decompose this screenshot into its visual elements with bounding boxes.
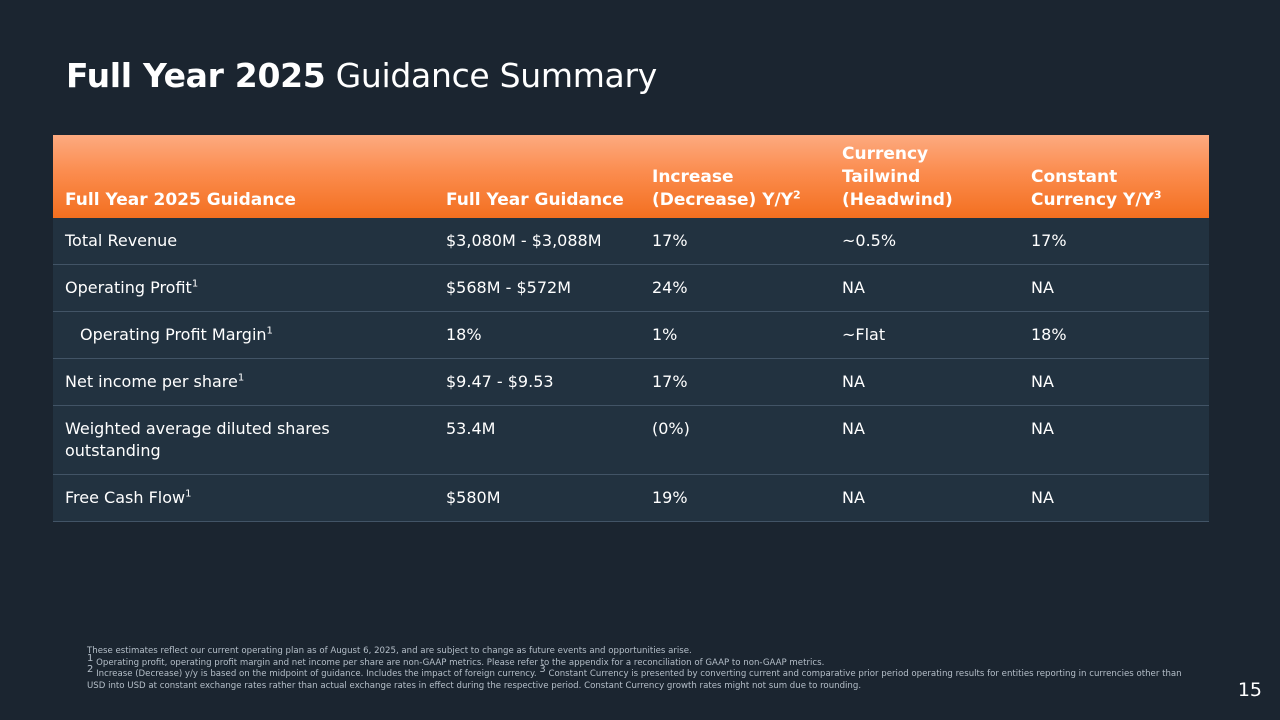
cell-currency: NA (830, 358, 1019, 406)
guidance-table: Full Year 2025 Guidance Full Year Guidan… (53, 135, 1209, 522)
cell-guidance: $568M - $572M (434, 264, 640, 312)
cell-yoy: 1% (640, 311, 830, 359)
table-header: Full Year 2025 Guidance Full Year Guidan… (53, 135, 1209, 218)
cell-currency: ~Flat (830, 311, 1019, 359)
table-row: Total Revenue $3,080M - $3,088M 17% ~0.5… (53, 218, 1209, 265)
cell-guidance: 18% (434, 311, 640, 359)
cell-currency: NA (830, 405, 1019, 475)
cell-constant-currency: NA (1019, 264, 1209, 312)
cell-constant-currency: NA (1019, 405, 1209, 475)
table-row: Free Cash Flow1 $580M 19% NA NA (53, 474, 1209, 522)
cell-yoy: 19% (640, 474, 830, 522)
page-number: 15 (1237, 679, 1262, 701)
row-label: Total Revenue (53, 218, 434, 265)
footnotes: These estimates reflect our current oper… (87, 646, 1197, 692)
row-label: Weighted average diluted shares outstand… (53, 405, 434, 475)
cell-yoy: 24% (640, 264, 830, 312)
cell-constant-currency: NA (1019, 358, 1209, 406)
row-label: Operating Profit Margin1 (53, 311, 434, 359)
table-row: Operating Profit Margin1 18% 1% ~Flat 18… (53, 311, 1209, 359)
header-guidance: Full Year 2025 Guidance (65, 190, 296, 210)
footnote-2-3: 2 Increase (Decrease) y/y is based on th… (87, 664, 1182, 691)
cell-guidance: $580M (434, 474, 640, 522)
footnote-intro: These estimates reflect our current oper… (87, 646, 692, 656)
cell-constant-currency: 17% (1019, 218, 1209, 265)
page-title-bold: Full Year 2025 (66, 56, 326, 95)
cell-constant-currency: NA (1019, 474, 1209, 522)
cell-currency: NA (830, 474, 1019, 522)
header-increase-decrease: Increase (Decrease) Y/Y2 (652, 167, 801, 210)
cell-constant-currency: 18% (1019, 311, 1209, 359)
table-row: Net income per share1 $9.47 - $9.53 17% … (53, 358, 1209, 406)
row-label: Free Cash Flow1 (53, 474, 434, 522)
cell-currency: NA (830, 264, 1019, 312)
table-row: Operating Profit1 $568M - $572M 24% NA N… (53, 264, 1209, 312)
footnote-1: 1 Operating profit, operating profit mar… (87, 652, 825, 668)
header-full-year-guidance: Full Year Guidance (446, 190, 624, 210)
cell-guidance: 53.4M (434, 405, 640, 475)
header-currency-tailwind: Currency Tailwind (Headwind) (842, 144, 953, 210)
cell-currency: ~0.5% (830, 218, 1019, 265)
page-title: Full Year 2025 Guidance Summary (66, 56, 657, 95)
row-label: Net income per share1 (53, 358, 434, 406)
table-row: Weighted average diluted shares outstand… (53, 405, 1209, 475)
cell-yoy: 17% (640, 358, 830, 406)
header-constant-currency: Constant Currency Y/Y3 (1031, 167, 1162, 210)
page-title-rest: Guidance Summary (325, 56, 658, 95)
row-label: Operating Profit1 (53, 264, 434, 312)
cell-yoy: 17% (640, 218, 830, 265)
cell-guidance: $3,080M - $3,088M (434, 218, 640, 265)
cell-yoy: (0%) (640, 405, 830, 475)
cell-guidance: $9.47 - $9.53 (434, 358, 640, 406)
header-row: Full Year 2025 Guidance Full Year Guidan… (53, 135, 1209, 218)
